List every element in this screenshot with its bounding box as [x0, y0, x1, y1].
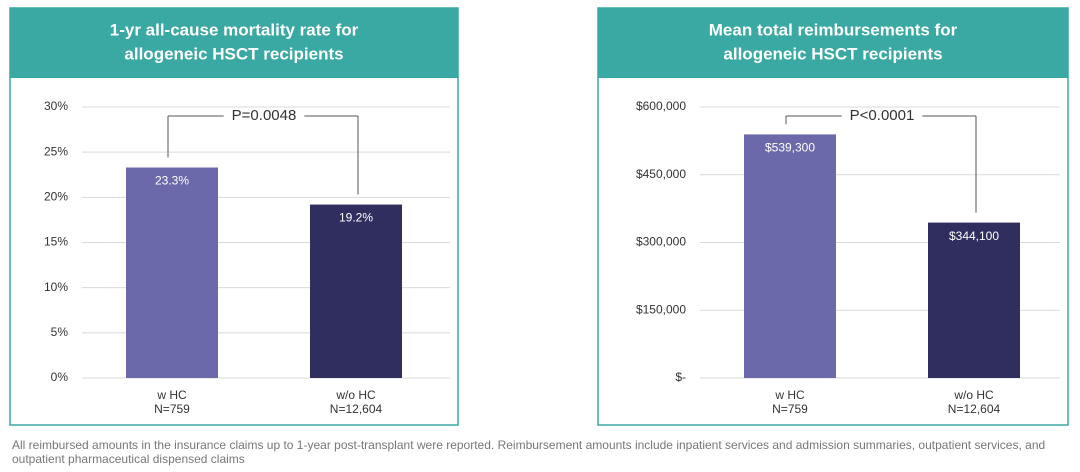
- x-tick-sublabel: N=759: [154, 402, 190, 416]
- x-tick-sublabel: N=12,604: [948, 402, 1001, 416]
- value-label: $539,300: [765, 141, 815, 155]
- footnote: All reimbursed amounts in the insurance …: [12, 438, 1046, 466]
- y-tick-label: $300,000: [636, 235, 686, 249]
- chart-title: Mean total reimbursements for: [709, 20, 958, 39]
- charts: 1-yr all-cause mortality rate for allogen…: [9, 7, 1069, 426]
- annotation: P=0.0048: [232, 107, 297, 124]
- x-tick-label: w HC: [774, 388, 805, 402]
- y-tick-label: 5%: [51, 325, 69, 339]
- chart-title: allogeneic HSCT recipients: [124, 44, 343, 63]
- y-tick-label: 15%: [44, 235, 68, 249]
- chart-title: 1-yr all-cause mortality rate for: [110, 20, 359, 39]
- x-tick-label: w/o HC: [953, 388, 994, 402]
- header: [10, 8, 458, 78]
- chart-title: allogeneic HSCT recipients: [723, 44, 942, 63]
- bar: [126, 167, 218, 378]
- y-tick-label: 0%: [51, 370, 69, 384]
- header: [598, 8, 1068, 78]
- y-tick-label: $450,000: [636, 167, 686, 181]
- x-tick-sublabel: N=759: [772, 402, 808, 416]
- y-tick-label: 10%: [44, 280, 68, 294]
- value-label: 19.2%: [339, 211, 373, 225]
- annotation: P<0.0001: [850, 107, 915, 124]
- y-tick-label: 25%: [44, 144, 68, 158]
- y-tick-label: 20%: [44, 190, 68, 204]
- value-label: 23.3%: [155, 174, 189, 188]
- y-tick-label: 30%: [44, 99, 68, 113]
- y-tick-label: $-: [675, 370, 686, 384]
- x-tick-label: w/o HC: [335, 388, 376, 402]
- y-tick-label: $150,000: [636, 302, 686, 316]
- value-label: $344,100: [949, 229, 999, 243]
- bar: [928, 222, 1020, 378]
- x-tick-sublabel: N=12,604: [330, 402, 383, 416]
- y-tick-label: $600,000: [636, 99, 686, 113]
- x-tick-label: w HC: [156, 388, 187, 402]
- bar: [310, 204, 402, 378]
- bar: [744, 134, 836, 378]
